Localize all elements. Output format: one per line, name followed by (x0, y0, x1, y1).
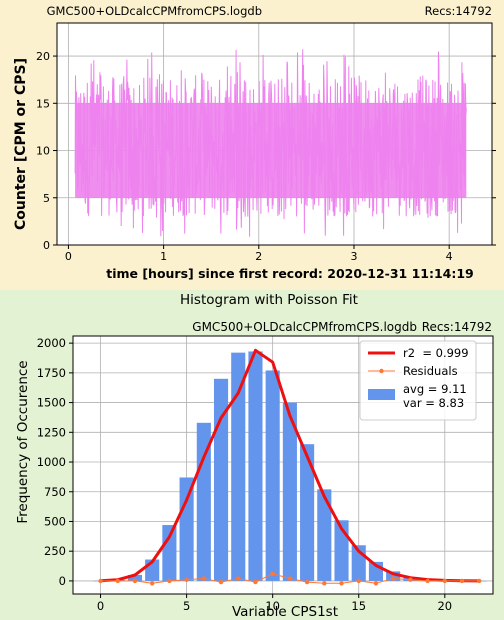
histogram-bar (162, 525, 177, 581)
histogram-bar (265, 370, 280, 581)
histogram-bar (386, 571, 401, 581)
hist-y-tick-label: 1500 (37, 396, 66, 410)
residual-point (115, 578, 120, 584)
top-y-tick-label: 5 (43, 192, 50, 205)
hist-x-tick-label: 5 (183, 599, 190, 613)
residual-point (373, 581, 379, 586)
hist-y-tick-label: 500 (44, 514, 66, 528)
top-recs-label: Recs:14792 (425, 4, 492, 18)
hist-x-tick-label: 20 (437, 599, 452, 613)
residual-point (132, 578, 138, 584)
hist-y-tick-label: 0 (59, 574, 66, 588)
hist-plot-border (72, 335, 494, 595)
residual-point (322, 581, 327, 586)
histogram-bar (300, 444, 315, 581)
top-y-tick-label: 0 (43, 239, 50, 252)
residual-point (287, 576, 293, 581)
residual-point (442, 578, 448, 584)
hist-y-axis-label: Frequency of Occurence (15, 360, 31, 523)
poisson-fit-curve (100, 348, 480, 583)
legend-avg-label: avg = 9.11 (403, 382, 467, 396)
residual-point (149, 581, 155, 586)
top-y-tick-label: 15 (36, 97, 50, 110)
histogram-title: Histogram with Poisson Fit (180, 292, 358, 308)
top-data-line (74, 49, 467, 237)
residual-point (98, 578, 103, 584)
residual-point (425, 578, 430, 584)
hist-y-tick-label: 250 (44, 544, 66, 558)
hist-y-tick-label: 750 (44, 485, 66, 499)
residual-point (167, 578, 172, 584)
hist-x-tick-label: 0 (97, 599, 104, 613)
top-panel: GMC500+OLDcalcCPMfromCPS.logdb Recs:1479… (0, 0, 504, 290)
residual-point (304, 579, 310, 585)
histogram-chart: Histogram with Poisson Fit GMC500+OLDcal… (15, 292, 494, 620)
residuals-line (72, 335, 494, 595)
top-x-tick-label: 0 (65, 250, 72, 263)
hist-x-tick-label: 15 (351, 599, 366, 613)
top-x-axis-label: time [hours] since first record: 2020-12… (106, 266, 474, 281)
histogram-bar (231, 352, 246, 581)
histogram-bar (179, 477, 194, 581)
legend-residuals-label: Residuals (403, 364, 458, 378)
hist-tick-labels: 0 5 10 15 20 0 250 500 750 1000 1250 1500 1750 2000 (37, 336, 452, 613)
residual-point (408, 577, 413, 582)
legend-fit-label: r2 = 0.999 (403, 346, 469, 360)
histogram-bar (248, 351, 263, 581)
legend-box (359, 340, 477, 421)
hist-x-tick-label: 10 (265, 599, 280, 613)
histogram-bar (127, 574, 143, 581)
top-tick-labels: 0 1 2 3 4 0 5 10 15 20 (36, 50, 496, 263)
hist-file-label: GMC500+OLDcalcCPMfromCPS.logdb (192, 320, 417, 334)
residual-point (236, 576, 241, 581)
residual-point (477, 578, 482, 584)
legend-bars-swatch (368, 389, 395, 400)
hist-y-tick-label: 1250 (37, 425, 66, 439)
residual-point (253, 579, 258, 585)
legend-var-label: var = 8.83 (403, 396, 464, 410)
histogram-panel: Histogram with Poisson Fit GMC500+OLDcal… (0, 290, 504, 620)
residual-point (390, 576, 396, 581)
legend: r2 = 0.999 Residuals avg = 9.11 var = 8.… (359, 340, 477, 421)
residual-point (459, 578, 465, 584)
top-x-tick-label: 2 (255, 250, 262, 263)
hist-recs-label: Recs:14792 (422, 320, 492, 334)
histogram-bars (93, 351, 487, 582)
top-x-tick-label: 4 (446, 250, 453, 263)
residual-point (339, 581, 344, 586)
hist-y-tick-label: 2000 (37, 336, 66, 350)
top-file-label: GMC500+OLDcalcCPMfromCPS.logdb (47, 4, 262, 18)
histogram-bar (282, 402, 297, 581)
top-plot-border (56, 22, 493, 246)
top-y-axis-label: Counter [CPM or CPS] (13, 58, 29, 230)
top-data-trace (56, 22, 493, 246)
top-y-tick-label: 10 (36, 145, 50, 158)
time-series-chart: GMC500+OLDcalcCPMfromCPS.logdb Recs:1479… (13, 4, 496, 281)
hist-y-tick-label: 1000 (37, 455, 66, 469)
hist-x-axis-label: Variable CPS1st (232, 604, 338, 620)
residual-point (201, 576, 207, 581)
poisson-fit-line (100, 348, 480, 583)
hist-y-tick-label: 1750 (37, 366, 66, 380)
top-x-tick-label: 1 (160, 250, 167, 263)
legend-residuals-marker (379, 368, 384, 374)
histogram-bar (317, 489, 332, 581)
residual-point (184, 577, 189, 582)
residual-point (356, 578, 361, 584)
top-x-tick-label: 3 (350, 250, 357, 263)
top-y-tick-label: 20 (36, 50, 50, 63)
residual-point (270, 571, 275, 576)
residual-point (218, 579, 224, 585)
